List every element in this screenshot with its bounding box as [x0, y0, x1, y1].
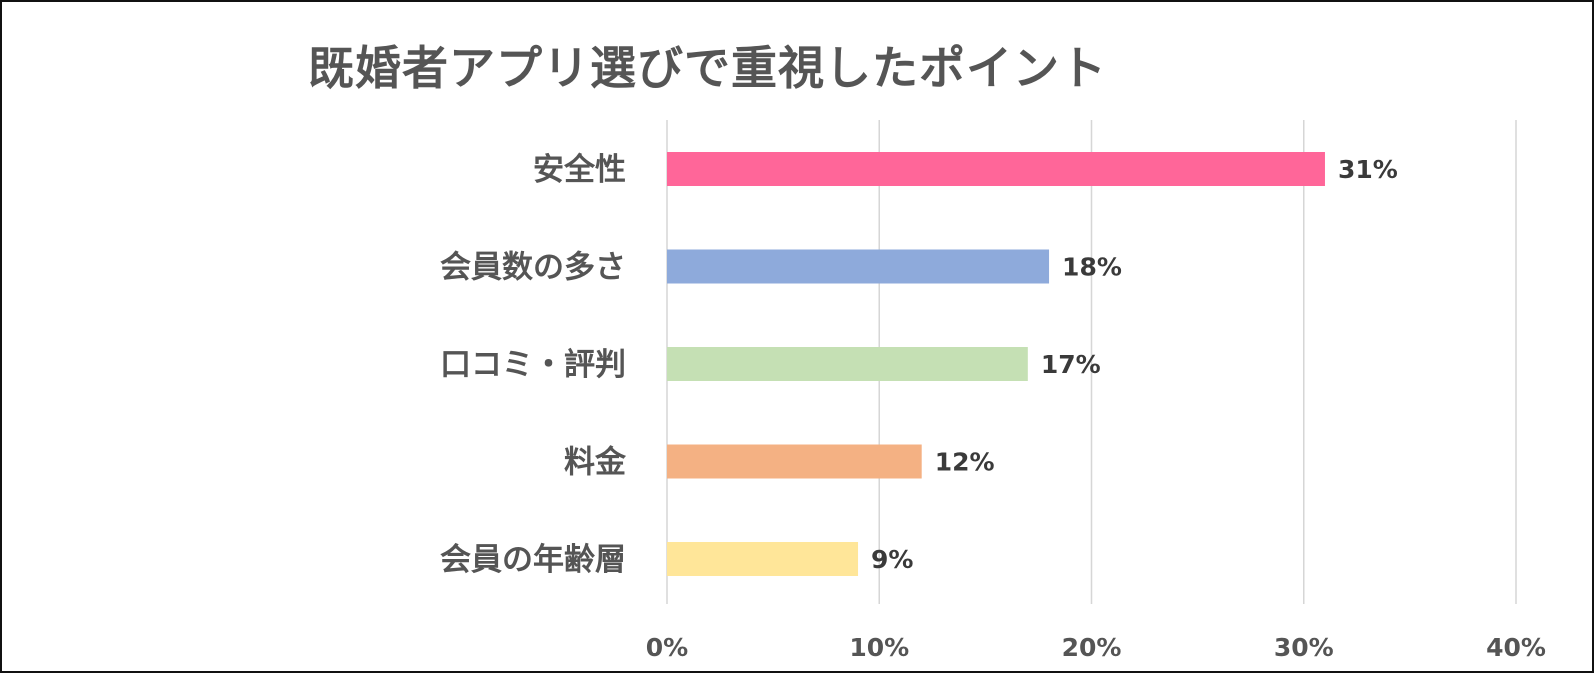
category-label: 口コミ・評判: [440, 347, 626, 383]
value-label: 17%: [1041, 350, 1101, 379]
category-label: 会員の年齢層: [440, 542, 626, 578]
category-label: 料金: [564, 445, 627, 481]
category-label: 会員数の多さ: [440, 250, 626, 286]
bar: [667, 249, 1050, 284]
bar: [667, 152, 1325, 186]
x-tick-label: 30%: [1274, 633, 1334, 662]
x-tick-label: 0%: [646, 633, 688, 662]
labels: 0% 10% 20% 30% 40% 安全性 31% 会員数の多さ 18% 口コミ・評判 17% 料金…: [440, 152, 1546, 662]
value-label: 18%: [1062, 253, 1122, 282]
value-label: 12%: [935, 448, 995, 477]
bars: [667, 152, 1325, 576]
value-label: 31%: [1338, 155, 1398, 184]
value-label: 9%: [871, 545, 913, 574]
x-tick-label: 40%: [1486, 633, 1546, 662]
x-tick-label: 20%: [1062, 633, 1122, 662]
bar: [667, 542, 859, 576]
x-tick-label: 10%: [849, 633, 909, 662]
bar: [667, 444, 922, 479]
chart-title: 既婚者アプリ選びで重視したポイント: [308, 41, 1107, 95]
bar: [667, 347, 1028, 381]
category-label: 安全性: [533, 152, 626, 188]
